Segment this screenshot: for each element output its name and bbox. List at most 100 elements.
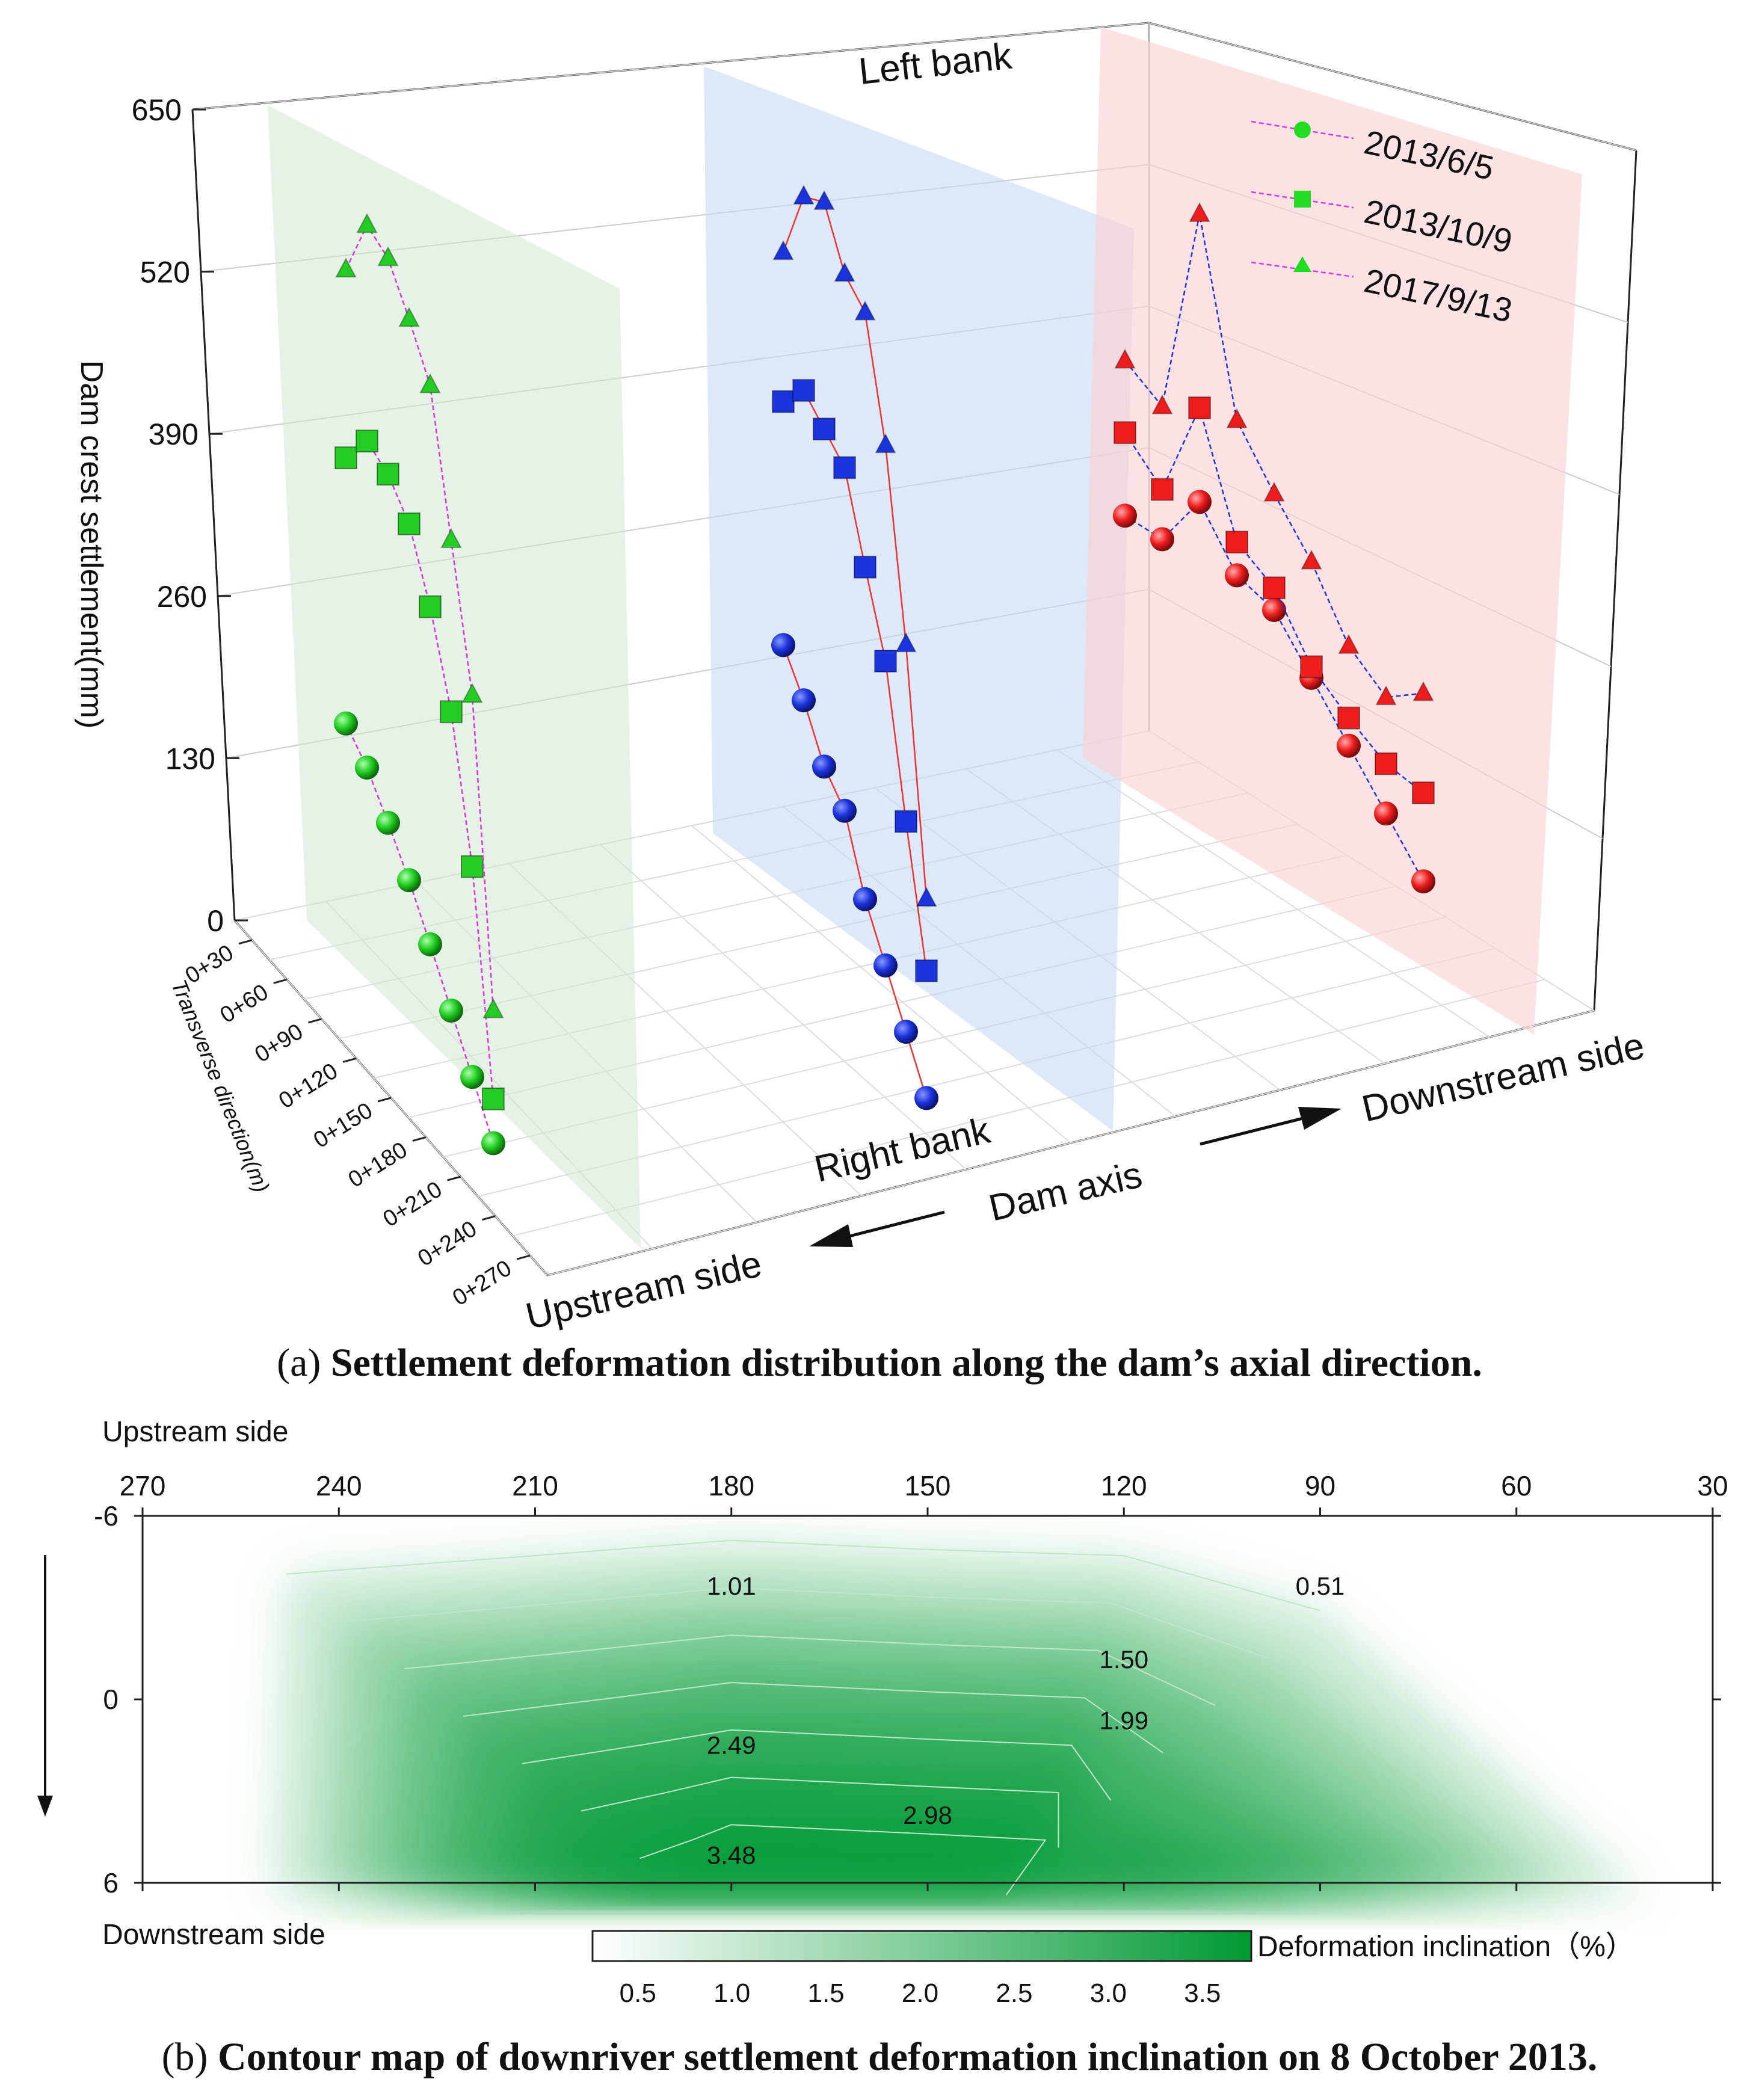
- floor-grid-line: [600, 844, 967, 1170]
- data-point-cone: [1226, 408, 1248, 428]
- transverse-tick-mark: [377, 1097, 392, 1103]
- data-point-cone: [356, 213, 378, 233]
- axis-plane: [704, 66, 1134, 1131]
- transverse-tick-mark: [342, 1057, 357, 1063]
- series-line-2017/9/13: [1124, 214, 1424, 698]
- contour-label: 1.99: [1099, 1707, 1148, 1735]
- data-point-sphere: [1113, 503, 1137, 528]
- z-tick-label: 130: [165, 742, 215, 775]
- data-point-sphere: [1188, 490, 1212, 514]
- data-point-sphere: [1225, 563, 1249, 588]
- data-point-sphere: [914, 1086, 938, 1110]
- contour-label: 1.01: [707, 1572, 756, 1600]
- data-point-cube: [1114, 421, 1136, 445]
- z-tick-label: 0: [207, 904, 224, 938]
- data-point-cube: [398, 512, 420, 535]
- contour-line-3.48: [639, 1824, 1047, 1895]
- colorbar-tick-label: 3.0: [1090, 1978, 1127, 2003]
- transverse-tick-mark: [516, 1254, 531, 1260]
- colorbar-label: Deformation inclination（%）: [1257, 1931, 1634, 1963]
- contour-label: 2.49: [707, 1731, 756, 1759]
- caption-a-label: (a): [277, 1341, 321, 1385]
- data-point-cone: [854, 300, 876, 321]
- transverse-tick-mark: [412, 1136, 427, 1142]
- colorbar-tick-label: 1.0: [713, 1978, 750, 2003]
- contour-line-1.99: [463, 1682, 1164, 1754]
- transverse-tick-mark: [273, 978, 288, 984]
- downstream-section-series: [1113, 202, 1435, 894]
- contour-labels: 0.51 1.01 1.50 1.99 2.49 2.98 3.48: [707, 1572, 1345, 1869]
- data-point-cone: [335, 257, 357, 278]
- data-point-sphere: [439, 999, 463, 1023]
- data-point-cone: [1375, 685, 1397, 706]
- colorbar-tick-label: 3.5: [1184, 1978, 1221, 2003]
- contour-line-0.51: [286, 1539, 1320, 1612]
- data-point-cube: [1300, 655, 1323, 679]
- caption-b: (b) Contour map of downriver settlement …: [0, 2034, 1759, 2080]
- colorbar-tick-label: 2.0: [902, 1978, 938, 2003]
- data-point-sphere: [853, 887, 877, 911]
- data-point-cube: [377, 463, 399, 486]
- data-point-cube: [1337, 706, 1360, 730]
- data-point-sphere: [1411, 869, 1435, 894]
- downstream-side-label-b: Downstream side: [102, 1919, 325, 1951]
- data-point-sphere: [334, 711, 358, 736]
- transverse-tick-label: 0+150: [309, 1098, 377, 1153]
- data-point-cone: [440, 528, 462, 548]
- data-point-cone: [916, 887, 937, 907]
- x-tick-label: 120: [1101, 1470, 1147, 1501]
- series-layer: [334, 184, 1435, 1156]
- data-point-cube: [772, 390, 795, 413]
- legend-line: [1251, 120, 1354, 140]
- data-point-cube: [1188, 396, 1211, 419]
- data-point-cone: [377, 246, 399, 266]
- data-point-cube: [1151, 478, 1174, 501]
- contour-label: 3.48: [707, 1841, 756, 1869]
- transverse-tick-mark: [481, 1215, 496, 1221]
- x-tick-label: 30: [1697, 1470, 1728, 1501]
- data-point-sphere: [481, 1131, 505, 1156]
- data-point-sphere: [833, 798, 857, 823]
- data-point-sphere: [460, 1065, 484, 1089]
- transverse-tick-mark: [238, 939, 253, 945]
- data-point-sphere: [812, 754, 836, 779]
- y-tick-label: 6: [103, 1867, 119, 1898]
- data-point-cone: [1151, 394, 1173, 414]
- colorbar-ticks: 0.5 1.0 1.5 2.0 2.5 3.0 3.5: [620, 1978, 1221, 2003]
- z-tick-label: 520: [140, 256, 190, 289]
- dam-axis-label: Dam axis: [985, 1154, 1146, 1229]
- heatmap-fill: [273, 1540, 1648, 1898]
- data-point-cone: [1338, 633, 1360, 654]
- data-point-cone: [1189, 202, 1210, 222]
- data-point-cube: [419, 595, 442, 618]
- data-point-cone: [1114, 348, 1136, 369]
- data-point-cone: [482, 998, 504, 1018]
- downstream-plane: [1083, 27, 1582, 1035]
- contour-label: 0.51: [1296, 1572, 1345, 1600]
- floor-grid-line: [691, 825, 1071, 1144]
- contour-lines: [286, 1539, 1320, 1895]
- x-tick-label: 240: [316, 1470, 362, 1501]
- legend-marker-cube: [1294, 191, 1311, 208]
- z-axis-ticks: 0 130 260 390 520 650: [132, 93, 248, 938]
- data-point-cone: [834, 262, 855, 282]
- data-point-sphere: [1374, 801, 1398, 826]
- z-tick-label: 650: [132, 93, 182, 127]
- data-point-sphere: [792, 688, 816, 713]
- data-point-cube: [874, 650, 897, 673]
- heat-level-3.48: [587, 1824, 1177, 1898]
- data-point-cube: [813, 417, 836, 441]
- data-point-cube: [1375, 752, 1397, 775]
- data-point-cone: [793, 184, 815, 205]
- data-point-cone: [461, 683, 483, 703]
- colorbar: Deformation inclination（%） 0.5 1.0 1.5 2.0 2…: [591, 1930, 1634, 2003]
- upstream-side-label: Upstream side: [522, 1243, 766, 1337]
- data-point-sphere: [397, 868, 421, 893]
- data-point-sphere: [771, 633, 795, 657]
- data-point-cube: [1225, 531, 1248, 554]
- data-point-sphere: [376, 810, 400, 835]
- data-point-cube: [1412, 781, 1435, 804]
- x-tick-label: 180: [708, 1470, 754, 1501]
- contour-line-1.5: [404, 1634, 1216, 1707]
- transverse-tick-label: 0+240: [413, 1216, 481, 1272]
